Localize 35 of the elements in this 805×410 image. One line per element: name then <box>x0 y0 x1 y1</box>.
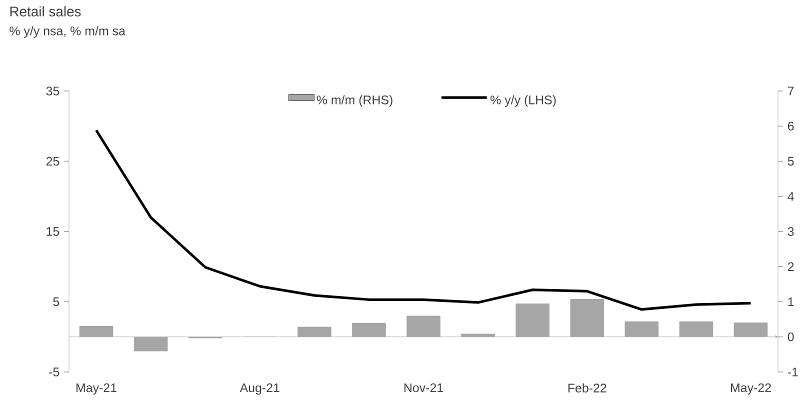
bar <box>461 334 495 337</box>
y2-tick-label: -1 <box>788 368 798 376</box>
x-tick-label: Nov-21 <box>404 383 443 392</box>
y2-tick-label: 1 <box>788 297 794 306</box>
bar <box>406 316 440 337</box>
bar <box>570 298 604 337</box>
legend-label: % m/m (RHS) <box>316 95 392 107</box>
bar <box>679 321 714 337</box>
bar <box>516 304 550 337</box>
bar <box>79 326 114 337</box>
y2-tick-label: 7 <box>788 86 794 96</box>
bar <box>134 336 168 352</box>
y-tick-label: 35 <box>46 86 60 96</box>
y2-tick-label: 2 <box>788 262 794 271</box>
bar <box>734 322 768 337</box>
y2-tick-label: 4 <box>788 192 794 201</box>
x-tick-label: May-22 <box>730 383 771 395</box>
y-tick-label: 25 <box>46 156 60 166</box>
legend-label: % y/y (LHS) <box>490 95 556 107</box>
y2-tick-label: 6 <box>788 122 794 131</box>
y2-tick-label: 3 <box>788 227 794 236</box>
chart-subtitle: % y/y nsa, % m/m sa <box>10 26 126 38</box>
x-tick-label: Feb-22 <box>568 383 606 392</box>
chart-title: Retail sales <box>10 6 81 16</box>
y-tick-label: 15 <box>46 227 60 236</box>
y-tick-label: -5 <box>49 368 60 376</box>
bar <box>352 322 386 337</box>
y2-tick-label: 0 <box>788 332 794 342</box>
x-tick-label: May-21 <box>76 383 116 395</box>
bar <box>624 321 659 337</box>
y2-tick-label: 5 <box>788 156 794 166</box>
bar <box>298 326 332 337</box>
line-series <box>94 129 752 311</box>
x-tick-label: Aug-21 <box>240 383 280 395</box>
y-tick-label: 5 <box>53 297 60 306</box>
